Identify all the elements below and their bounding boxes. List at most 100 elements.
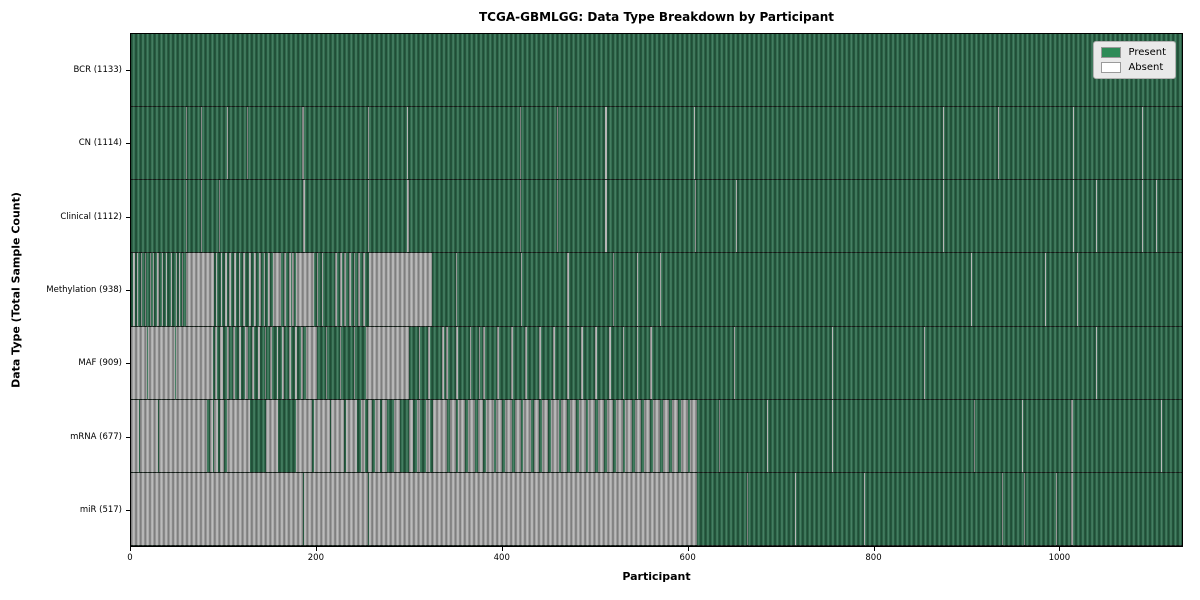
y-tick-mark [126,436,130,438]
absent-segment [942,180,944,253]
absent-segment [636,326,639,399]
heatmap-row-MAF [131,326,1182,400]
absent-segment [369,472,697,545]
absent-segment [735,180,737,253]
absent-segment [478,326,480,399]
absent-segment [258,326,260,399]
heatmap-row-miR [131,472,1182,546]
absent-segment [185,180,187,253]
absent-segment [306,326,317,399]
absent-segment [469,326,472,399]
absent-segment [650,326,653,399]
absent-segment [690,399,697,472]
absent-segment [580,326,583,399]
absent-segment [156,253,159,326]
absent-segment [998,107,1000,180]
absent-segment [296,399,312,472]
absent-segment [353,253,356,326]
absent-segment [344,253,347,326]
absent-segment [832,326,834,399]
absent-segment [339,326,341,399]
absent-segment [224,253,227,326]
absent-segment [215,326,218,399]
absent-segment [131,472,303,545]
absent-segment [270,326,272,399]
absent-segment [238,253,241,326]
absent-segment [634,399,642,472]
absent-segment [497,326,500,399]
absent-segment [556,180,558,253]
absent-segment [694,180,696,253]
absent-segment [227,107,229,180]
absent-segment [1077,253,1079,326]
absent-segment [1156,180,1158,253]
absent-segment [863,472,865,545]
absent-segment [605,107,607,180]
absent-segment [1095,326,1097,399]
absent-segment [317,253,319,326]
absent-segment [643,399,651,472]
absent-segment [303,472,369,545]
absent-segment [220,326,223,399]
y-tick-label-MAF: MAF (909) [78,358,122,369]
absent-segment [200,180,202,253]
absent-segment [295,326,298,399]
absent-segment [362,253,365,326]
absent-segment [767,399,769,472]
absent-segment [313,399,330,472]
absent-segment [1044,253,1046,326]
absent-segment [358,253,361,326]
absent-segment [263,253,266,326]
absent-segment [339,253,342,326]
legend-label-present: Present [1128,47,1166,58]
absent-segment [1024,472,1026,545]
absent-segment [566,253,569,326]
x-tick-mark [315,547,317,551]
x-tick-mark [687,547,689,551]
x-tick-mark [1059,547,1061,551]
absent-segment [681,399,688,472]
y-tick-mark [126,363,130,365]
absent-segment [185,107,187,180]
absent-segment [519,180,521,253]
absent-segment [272,253,282,326]
absent-segment [613,253,615,326]
absent-segment [483,326,486,399]
absent-segment [942,107,944,180]
x-axis-label: Participant [622,570,691,583]
absent-segment [1070,399,1073,472]
absent-segment [284,253,286,326]
absent-segment [288,253,291,326]
present-swatch [1101,47,1122,58]
y-tick-label-CN: CN (1114) [78,138,122,149]
heatmap-row-Clinical [131,180,1182,254]
absent-segment [322,253,324,326]
absent-segment [719,399,721,472]
absent-segment [553,326,555,399]
absent-segment [369,253,432,326]
absent-segment [141,253,143,326]
absent-segment [496,399,503,472]
absent-segment [348,253,351,326]
absent-segment [200,107,202,180]
absent-segment [259,253,261,326]
absent-segment [1095,180,1097,253]
absent-segment [176,326,213,399]
x-tick-label-0: 0 [127,553,133,563]
y-tick-label-miR: miR (517) [79,505,122,516]
absent-segment [219,180,221,253]
absent-segment [170,253,172,326]
absent-segment [525,326,528,399]
absent-segment [467,399,476,472]
absent-segment [243,253,246,326]
absent-segment [556,107,558,180]
absent-segment [367,399,373,472]
absent-segment [1055,472,1057,545]
absent-segment [616,399,623,472]
absent-segment [659,253,661,326]
absent-segment [367,107,369,180]
absent-segment [214,399,219,472]
y-tick-label-Clinical: Clinical (1112) [60,211,122,222]
absent-segment [161,253,163,326]
absent-segment [361,399,365,472]
